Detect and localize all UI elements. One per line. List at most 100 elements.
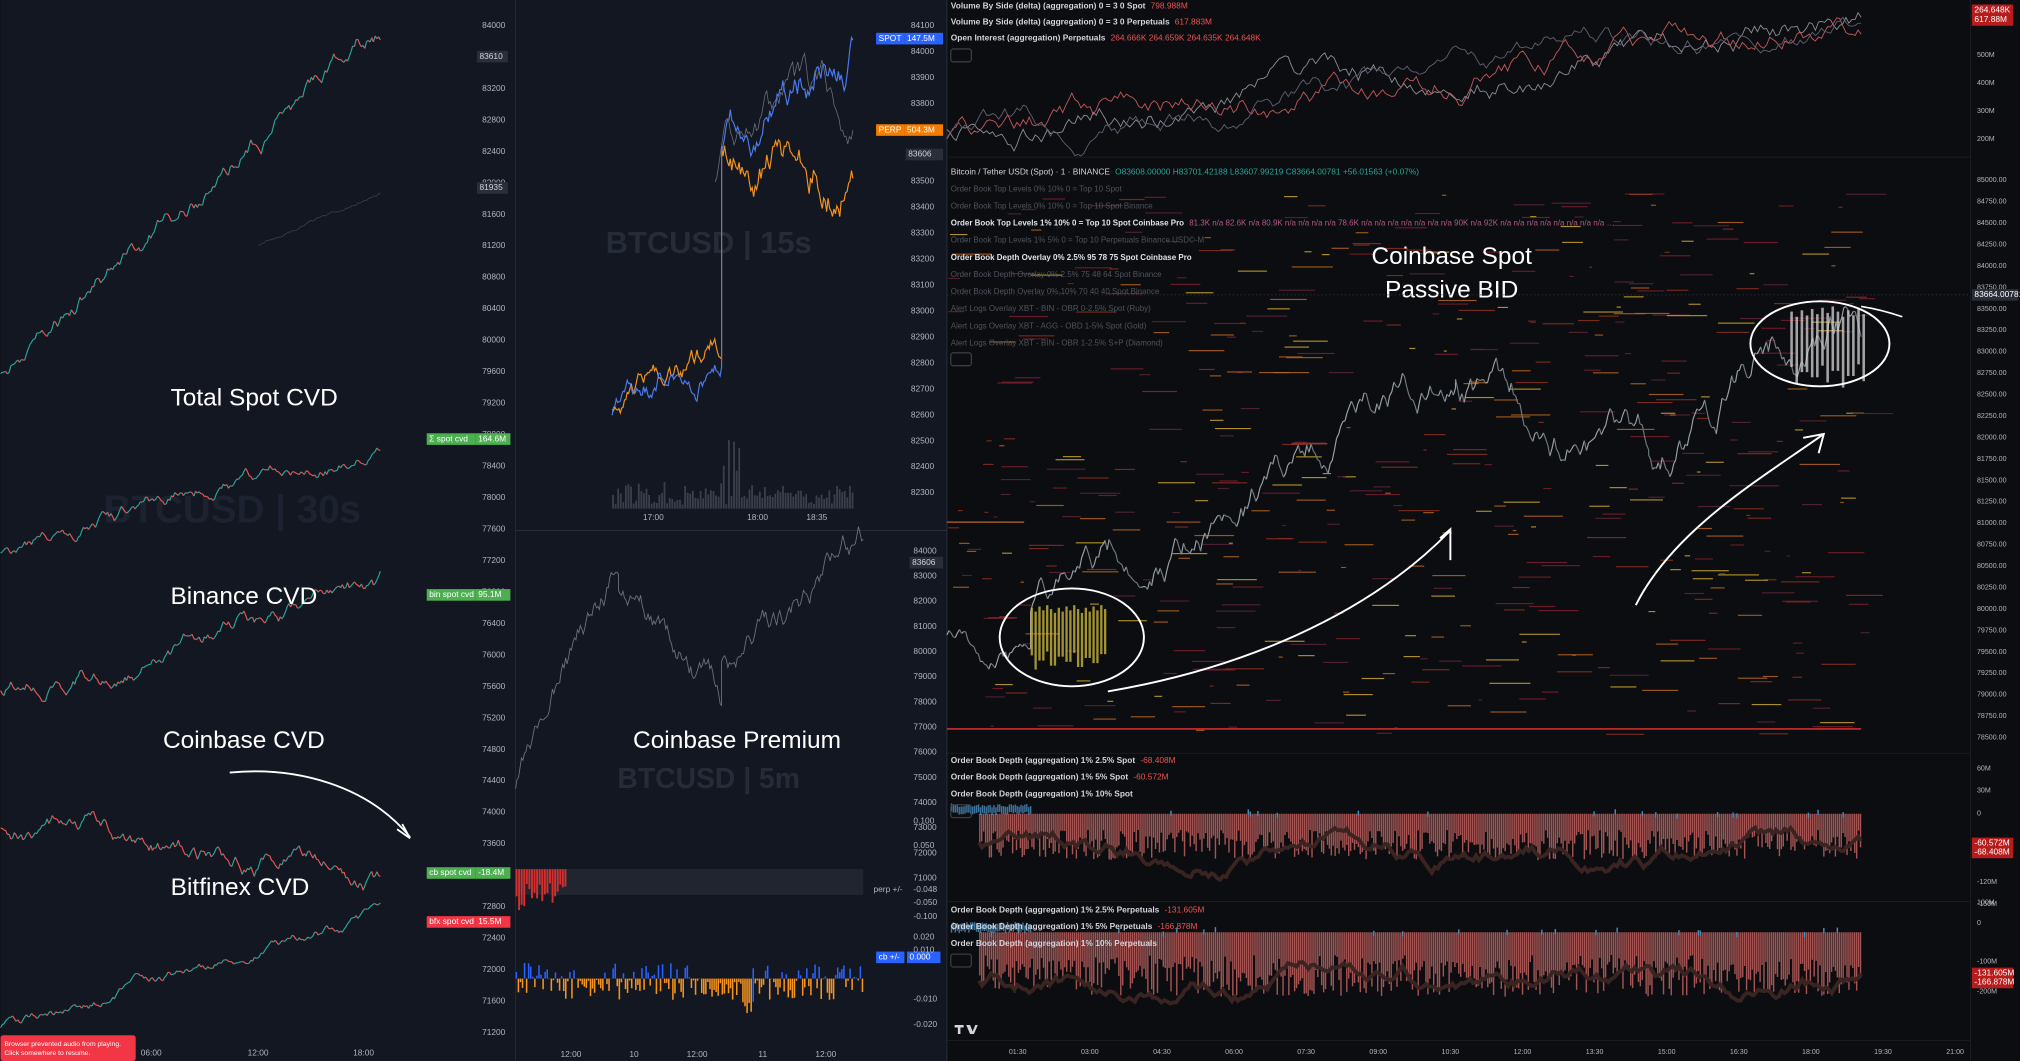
depth-bar bbox=[1139, 813, 1141, 852]
depth-bar bbox=[1125, 813, 1128, 859]
order-book-level bbox=[1033, 707, 1052, 709]
order-book-level bbox=[1821, 663, 1856, 665]
order-book-level bbox=[1296, 499, 1326, 501]
volume-bar bbox=[643, 493, 645, 509]
volume-bar bbox=[686, 492, 689, 509]
depth-bar bbox=[1320, 932, 1323, 986]
order-book-level bbox=[1405, 249, 1432, 251]
depth-bar bbox=[1467, 813, 1470, 853]
order-book-level bbox=[1283, 196, 1298, 198]
depth-bar bbox=[1579, 932, 1582, 956]
depth-bar bbox=[1245, 932, 1248, 978]
depth-bar bbox=[1315, 813, 1317, 832]
depth-bar bbox=[1736, 813, 1738, 819]
order-book-level bbox=[1778, 205, 1794, 207]
depth-bar bbox=[1859, 813, 1862, 848]
order-book-level bbox=[1624, 352, 1631, 355]
order-book-level bbox=[1028, 544, 1064, 546]
depth-bar bbox=[1432, 813, 1435, 844]
depth-bar bbox=[1481, 932, 1483, 989]
order-book-level bbox=[990, 725, 994, 727]
order-book-level bbox=[1023, 338, 1048, 340]
cb-bar bbox=[684, 967, 687, 979]
volume-bar bbox=[666, 503, 669, 509]
depth-bar bbox=[1013, 813, 1016, 839]
price-tick: 73600 bbox=[482, 838, 506, 848]
depth-bar bbox=[986, 932, 989, 967]
depth-bar bbox=[1666, 813, 1669, 839]
depth-bar bbox=[1419, 813, 1421, 852]
order-book-level bbox=[1794, 429, 1803, 431]
depth-bar bbox=[1487, 813, 1489, 853]
volume-bar bbox=[807, 503, 810, 509]
price-tick: 84000 bbox=[913, 545, 937, 555]
order-book-level bbox=[1180, 461, 1187, 463]
depth-bar bbox=[1852, 813, 1854, 843]
premium-bar bbox=[543, 869, 546, 895]
depth-bar bbox=[1662, 932, 1665, 995]
depth-bar bbox=[1241, 813, 1244, 858]
price-tick: 82500.00 bbox=[1977, 391, 2007, 399]
order-book-level bbox=[1447, 705, 1471, 707]
pane-tick: -0.020 bbox=[913, 1019, 937, 1029]
order-book-level bbox=[1076, 311, 1117, 313]
price-tag bbox=[426, 867, 476, 879]
depth-bar bbox=[1713, 813, 1715, 853]
volume-bar bbox=[614, 503, 617, 509]
order-book-level bbox=[1215, 583, 1233, 585]
order-book-level bbox=[1820, 722, 1855, 724]
depth-bar bbox=[1409, 813, 1412, 853]
depth-bar bbox=[1481, 813, 1483, 845]
volume-bar bbox=[671, 498, 674, 509]
depth-bar bbox=[991, 925, 993, 934]
order-book-level bbox=[1694, 598, 1713, 600]
order-book-level bbox=[1107, 700, 1114, 702]
depth-bar bbox=[1811, 813, 1813, 837]
depth-bar bbox=[950, 803, 953, 812]
depth-bar bbox=[1008, 813, 1010, 842]
depth-bar bbox=[1293, 813, 1296, 857]
depth-bar bbox=[1485, 813, 1487, 832]
order-book-level bbox=[1812, 726, 1854, 728]
depth-bar bbox=[1268, 813, 1271, 833]
cb-bar bbox=[680, 978, 682, 992]
order-book-level bbox=[946, 521, 1025, 523]
order-book-level bbox=[999, 616, 1008, 618]
depth-bar bbox=[1247, 809, 1249, 815]
depth-bar bbox=[1519, 932, 1522, 974]
depth-bar bbox=[1626, 932, 1628, 970]
annotation-text: Coinbase Spot bbox=[1371, 243, 1532, 270]
order-book-level bbox=[1541, 691, 1559, 693]
depth-bar bbox=[1270, 813, 1273, 843]
order-book-level bbox=[1595, 464, 1609, 467]
order-book-level bbox=[1743, 241, 1779, 244]
volume-bar bbox=[849, 486, 851, 509]
depth-bar bbox=[966, 922, 968, 930]
depth-bar bbox=[1098, 813, 1101, 856]
depth-bar bbox=[988, 813, 991, 858]
order-book-level bbox=[1291, 442, 1326, 444]
order-book-level bbox=[1718, 703, 1741, 705]
order-book-level bbox=[1666, 315, 1708, 317]
depth-bar bbox=[1112, 932, 1114, 960]
depth-bar bbox=[1208, 932, 1211, 987]
depth-bar bbox=[1158, 813, 1161, 853]
price-tick: 81500.00 bbox=[1977, 476, 2007, 484]
order-book-level bbox=[1007, 213, 1022, 215]
order-book-level bbox=[1628, 283, 1654, 285]
depth-bar bbox=[1838, 813, 1841, 852]
order-book-level bbox=[1587, 536, 1627, 539]
order-book-level bbox=[1841, 497, 1856, 499]
time-tick: 13:30 bbox=[1586, 1048, 1604, 1056]
depth-bar bbox=[1017, 813, 1020, 831]
depth-bar bbox=[1645, 932, 1647, 994]
price-tick: 76000 bbox=[482, 649, 506, 659]
depth-bar bbox=[1796, 932, 1798, 982]
depth-bar bbox=[1158, 932, 1161, 959]
depth-bar bbox=[1295, 813, 1298, 851]
cb-bar bbox=[836, 967, 839, 979]
order-book-level bbox=[1630, 383, 1646, 385]
legend-value: 264.666K 264.659K 264.635K 264.648K bbox=[1111, 33, 1262, 43]
cb-bar bbox=[583, 978, 586, 987]
depth-bar bbox=[1123, 932, 1126, 962]
